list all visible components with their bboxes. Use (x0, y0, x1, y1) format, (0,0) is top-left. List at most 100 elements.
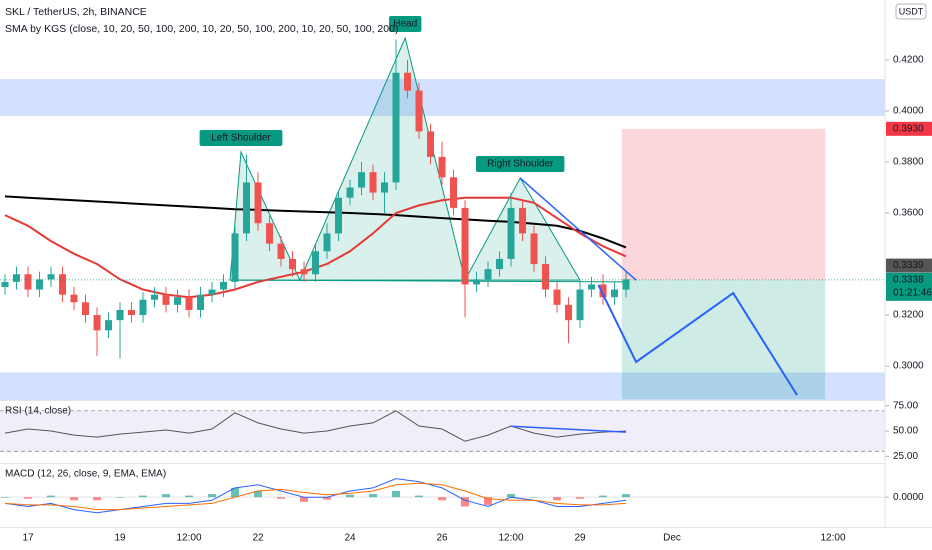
candle-body (24, 274, 32, 290)
y-tick-label: 0.0000 (893, 492, 924, 503)
candle-body (151, 294, 159, 300)
macd-hist-bar (162, 494, 171, 498)
macd-hist-bar (231, 487, 240, 498)
candle-body (438, 156, 446, 178)
currency-button[interactable] (895, 3, 927, 20)
head-shoulders (229, 36, 581, 282)
neckline (229, 279, 626, 283)
macd-hist-bar (139, 495, 148, 498)
candle-body (105, 320, 113, 331)
pattern-label-box (476, 156, 565, 173)
macd-hist-bar (70, 497, 79, 501)
macd-hist-bar (346, 494, 355, 498)
macd-hist-bar (93, 497, 102, 501)
currency-label[interactable]: USDT (899, 6, 924, 16)
x-tick-label: 12:00 (176, 533, 201, 544)
candle-body (36, 279, 44, 290)
candle-body (381, 182, 389, 193)
x-tick-label: 17 (22, 533, 34, 544)
candle-body (1, 281, 9, 287)
stop-zone (621, 128, 826, 280)
x-tick-label: 22 (252, 533, 264, 544)
candle-body (59, 274, 67, 295)
macd-hist-bar (622, 494, 631, 498)
candle-body (473, 279, 481, 285)
projection-path (597, 284, 798, 396)
trendline (519, 177, 637, 281)
candle-body (323, 233, 331, 252)
macd-hist-bar (323, 497, 332, 500)
candle-body (197, 294, 205, 310)
candle-body (289, 258, 297, 270)
pattern-label: Head (393, 19, 417, 30)
candle-body (507, 207, 515, 259)
candle-body (450, 177, 458, 208)
candle-body (611, 289, 619, 298)
price-tag (886, 121, 932, 136)
y-tick-label: 0.3800 (893, 157, 924, 168)
macd-line (4, 478, 627, 514)
macd-hist-bar (461, 497, 470, 507)
rsi-line (4, 410, 627, 442)
candle-body (358, 172, 366, 188)
candle-body (392, 72, 400, 183)
macd-hist-bar (254, 490, 263, 498)
candle-body (565, 304, 573, 321)
rsi-band (0, 410, 885, 452)
candle-body (139, 299, 147, 316)
symbol-title: SKL / TetherUS, 2h, BINANCE (5, 6, 147, 18)
price-tag-label: 0.3339 (893, 260, 924, 271)
x-tick-label: 12:00 (499, 533, 524, 544)
candle-body (70, 294, 78, 303)
candle-body (174, 297, 182, 305)
candle-body (162, 294, 170, 305)
rsi-trendline (510, 425, 627, 433)
macd-hist-bar (208, 494, 217, 498)
candle-body (404, 72, 412, 91)
x-tick-label: 12:00 (821, 533, 846, 544)
candle-body (93, 315, 101, 331)
candle-body (220, 281, 228, 290)
candle-body (530, 233, 538, 265)
candle-body (116, 309, 124, 321)
candle-body (266, 223, 274, 244)
macd-hist-bar (369, 494, 378, 498)
countdown: 01:21:46 (893, 287, 932, 298)
x-tick-label: 26 (436, 533, 448, 544)
candle-body (576, 289, 584, 321)
pattern-label: Right Shoulder (487, 159, 554, 170)
x-tick-label: 19 (114, 533, 126, 544)
pattern-label-box (389, 16, 422, 33)
candle-body (369, 172, 377, 193)
macd-hist-bar (24, 497, 33, 499)
candle-body (542, 264, 550, 290)
y-tick-label: 25.00 (893, 451, 918, 462)
price-tag (886, 258, 932, 273)
macd-hist-bar (599, 495, 608, 498)
macd-hist-bar (484, 497, 493, 505)
candle-body (185, 297, 193, 310)
macd-hist-bar (47, 495, 56, 498)
macd-hist-bar (553, 497, 562, 501)
signal-line (4, 482, 627, 511)
macd-hist-bar (438, 497, 447, 501)
candle-body (588, 284, 596, 290)
y-tick-label: 0.3600 (893, 208, 924, 219)
macd-hist-bar (415, 495, 424, 498)
y-tick-label: 50.00 (893, 426, 918, 437)
plot-area: RSI (14, close)MACD (12, 26, close, 9, E… (0, 16, 885, 514)
candle-body (128, 309, 136, 316)
macd-hist-bar (116, 497, 125, 498)
candle-body (346, 187, 354, 198)
candle-body (484, 269, 492, 280)
y-tick-label: 0.4000 (893, 106, 924, 117)
candle-body (300, 269, 308, 275)
macd-hist-bar (1, 497, 10, 498)
y-tick-label: 0.4200 (893, 55, 924, 66)
x-tick-label: Dec (663, 533, 681, 544)
candle-body (13, 274, 21, 282)
macd-hist-bar (392, 490, 401, 498)
candle-body (622, 279, 630, 290)
macd-hist-bar (507, 494, 516, 498)
